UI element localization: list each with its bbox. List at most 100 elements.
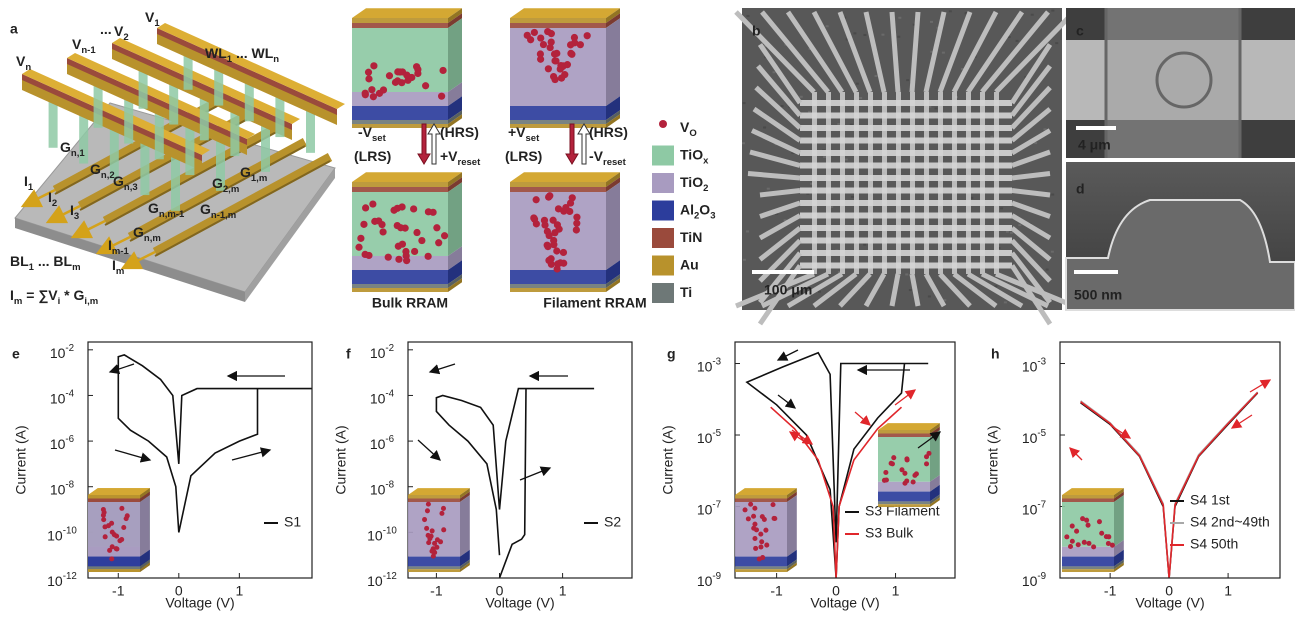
box-side — [448, 177, 462, 192]
subscript: 2 — [703, 183, 708, 194]
tick-base: 10 — [1022, 501, 1038, 517]
text-part: (LRS) — [354, 148, 391, 164]
pillar — [199, 96, 209, 141]
sem-pad — [1011, 200, 1051, 219]
subscript: 1 — [227, 54, 233, 65]
sem-col — [840, 92, 845, 274]
vacancy — [1069, 523, 1075, 529]
device-box — [1062, 488, 1124, 572]
box-layer — [510, 288, 606, 292]
y-axis-label: Current (A) — [333, 425, 349, 494]
sem-noise — [1051, 9, 1055, 12]
box-layer — [1062, 498, 1114, 502]
box-side — [930, 484, 940, 502]
sem-row — [800, 150, 1012, 156]
box-side — [448, 96, 462, 120]
pillar — [169, 82, 179, 125]
x-tick-label: -1 — [1104, 583, 1117, 599]
box-side — [606, 114, 620, 128]
vacancy — [536, 50, 544, 58]
vacancy — [439, 66, 447, 75]
vacancy — [393, 221, 401, 230]
sem-noise — [775, 212, 779, 215]
sem-col — [966, 92, 971, 274]
text-part: TiO — [680, 146, 703, 162]
device-box — [735, 488, 797, 572]
subscript: reset — [603, 157, 627, 168]
sem-noise — [830, 205, 834, 208]
tick-exponent: -7 — [1037, 500, 1046, 511]
vacancy — [114, 533, 120, 539]
vacancy — [395, 255, 403, 263]
tick-base: 10 — [370, 436, 386, 452]
text-part: G — [90, 161, 101, 177]
crossbar-label: G1,m — [240, 164, 267, 184]
vacancy — [1067, 543, 1074, 549]
annotation-arrow — [894, 389, 917, 406]
y-axis-label: Current (A) — [13, 425, 29, 494]
vacancy — [888, 460, 894, 466]
text-part: ... — [100, 21, 112, 37]
subscript: 3 — [710, 211, 715, 222]
tick-exponent: -12 — [383, 571, 397, 582]
vacancy — [424, 252, 432, 260]
box-side — [930, 494, 940, 505]
box-top — [88, 488, 150, 495]
box-side — [606, 177, 620, 192]
sem-noise — [912, 23, 916, 26]
box-layer — [352, 18, 448, 23]
crossbar-label: Gn,1 — [60, 139, 85, 159]
bottom-electrode-edge — [104, 129, 281, 226]
box-side — [1114, 559, 1124, 570]
subscript: 1 — [29, 262, 35, 273]
text-part: ... BL — [34, 253, 73, 269]
box-side — [460, 562, 470, 572]
vacancy — [433, 224, 441, 232]
vacancy — [753, 545, 759, 551]
box-side — [606, 96, 620, 120]
plot-frame — [1059, 341, 1281, 579]
box-side — [448, 246, 462, 270]
vacancy — [759, 539, 765, 545]
vacancy — [355, 243, 363, 251]
vacancy — [759, 514, 765, 520]
vacancy — [550, 50, 559, 58]
y-tick-label: 10-5 — [1022, 428, 1047, 446]
reset-arrow — [427, 123, 441, 165]
vacancy — [545, 256, 553, 265]
sem-col — [924, 92, 929, 274]
vacancy — [537, 55, 545, 63]
box-layer — [408, 556, 460, 567]
sem-noise — [934, 107, 938, 110]
tick-exponent: -5 — [712, 428, 721, 439]
tick-exponent: -9 — [1037, 571, 1046, 582]
vacancy — [109, 529, 115, 535]
vacancy — [432, 540, 438, 546]
vacancy — [362, 204, 370, 212]
sem-pad — [757, 43, 803, 105]
word-line-tin — [157, 28, 337, 115]
vacancy — [424, 525, 430, 531]
crossbar-label: ... — [100, 21, 112, 37]
device-title: Bulk RRAM — [372, 295, 448, 311]
legend-label: S1 — [284, 514, 301, 530]
box-layer — [878, 481, 930, 492]
pillar — [261, 123, 270, 172]
text-part: Ti — [680, 284, 692, 300]
tick-base: 10 — [1022, 430, 1038, 446]
tick-exponent: -3 — [1037, 357, 1046, 368]
vacancy — [102, 534, 108, 540]
subscript: 1,m — [251, 173, 267, 184]
box-side — [448, 114, 462, 128]
y-tick-label: 10-5 — [697, 428, 722, 446]
pillar — [154, 111, 164, 160]
vacancy — [440, 232, 449, 240]
legend-label: TiOx — [680, 146, 709, 166]
text-part: +V — [508, 124, 526, 140]
subscript: n — [273, 54, 279, 65]
sem-noise — [881, 33, 885, 36]
sem-col — [812, 92, 817, 274]
sem-noise — [941, 51, 945, 54]
y-tick-label: 10-6 — [370, 434, 395, 452]
